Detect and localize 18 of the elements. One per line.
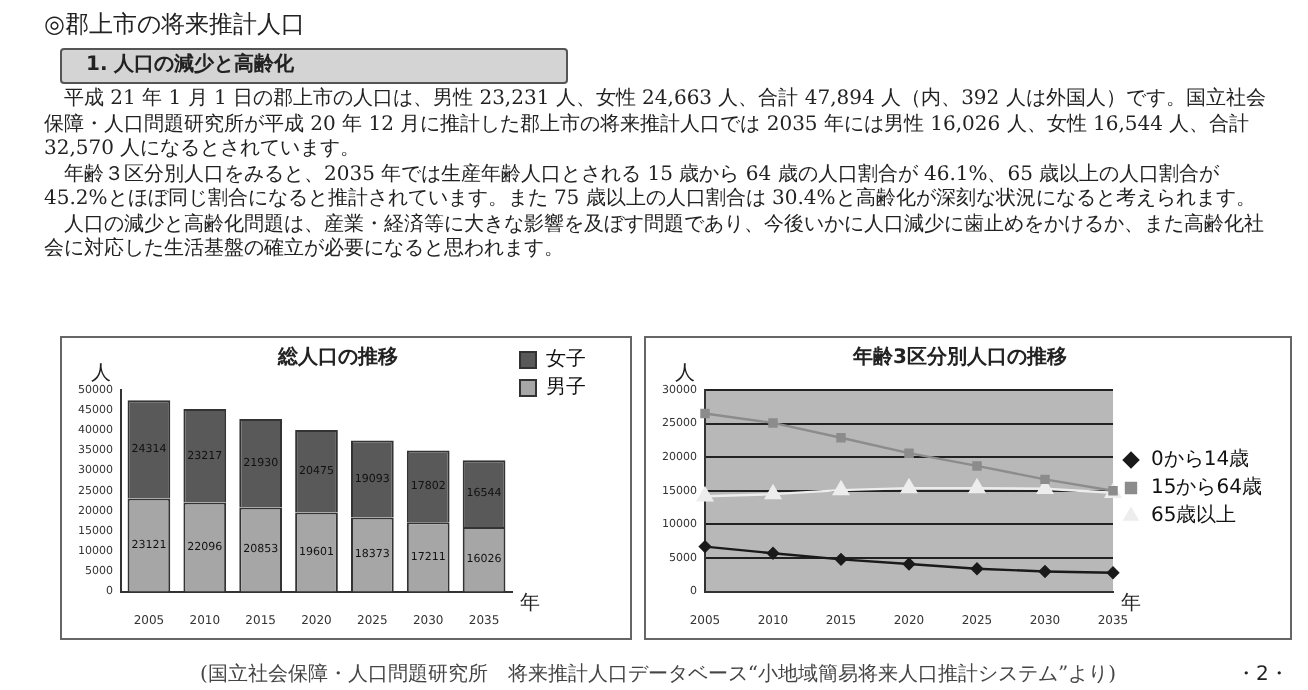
text: ◎郡上市の将来推計人口 (44, 8, 305, 42)
text: (国立社会保障・人口問題研究所 将来推計人口データベース“小地域簡易将来人口推計システム”より) (200, 661, 1117, 688)
text: 平成 21 年 1 月 1 日の郡上市の人口は、男性 23,231 人、女性 24,663 人、合計 47,894 人（内、392 人は外国人）です。国立社会保障・人口問題研究所が平成 20 年 12 月に推計した郡上市の将来推計人口では 2035 年には男性 16,026 人、女性 16,544 人、合計 32,570 人になるとされています。 (44, 88, 1268, 163)
text: ・2・ (1236, 662, 1289, 688)
text: 年齢３区分別人口をみると、2035 年では生産年齢人口とされる 15 歳から 64 歳の人口割合が 46.1%、65 歳以上の人口割合が 45.2%とほぼ同じ割合になると推計されています。また 75 歳以上の人口割合は 30.4%と高齢化が深刻な状況になると考えられます。 (44, 163, 1258, 213)
x-axis-title: 年 (1121, 590, 1141, 615)
chart-title: 年齢3区分別人口の推移 (851, 345, 1067, 370)
text: 人口の減少と高齢化問題は、産業・経済等に大きな影響を及ぼす問題であり、今後いかに人口減少に歯止めをかけるか、また高齢化社会に対応した生活基盤の確立が必要になると思われます。 (44, 213, 1266, 263)
legend-label: 0から14歳 (1151, 447, 1250, 472)
y-axis-title: 人 (674, 363, 695, 386)
legend-label: 65歳以上 (1151, 503, 1237, 528)
legend-label: 女子 (546, 347, 586, 372)
legend-label: 男子 (546, 377, 586, 400)
x-axis-title: 年 (520, 590, 540, 615)
scroll-banner: 1. 人口の減少と高齢化 (60, 48, 568, 84)
legend-label: 15から64歳 (1151, 475, 1262, 500)
chart-title: 総人口の推移 (276, 345, 398, 370)
y-axis-title: 人 (90, 363, 111, 386)
